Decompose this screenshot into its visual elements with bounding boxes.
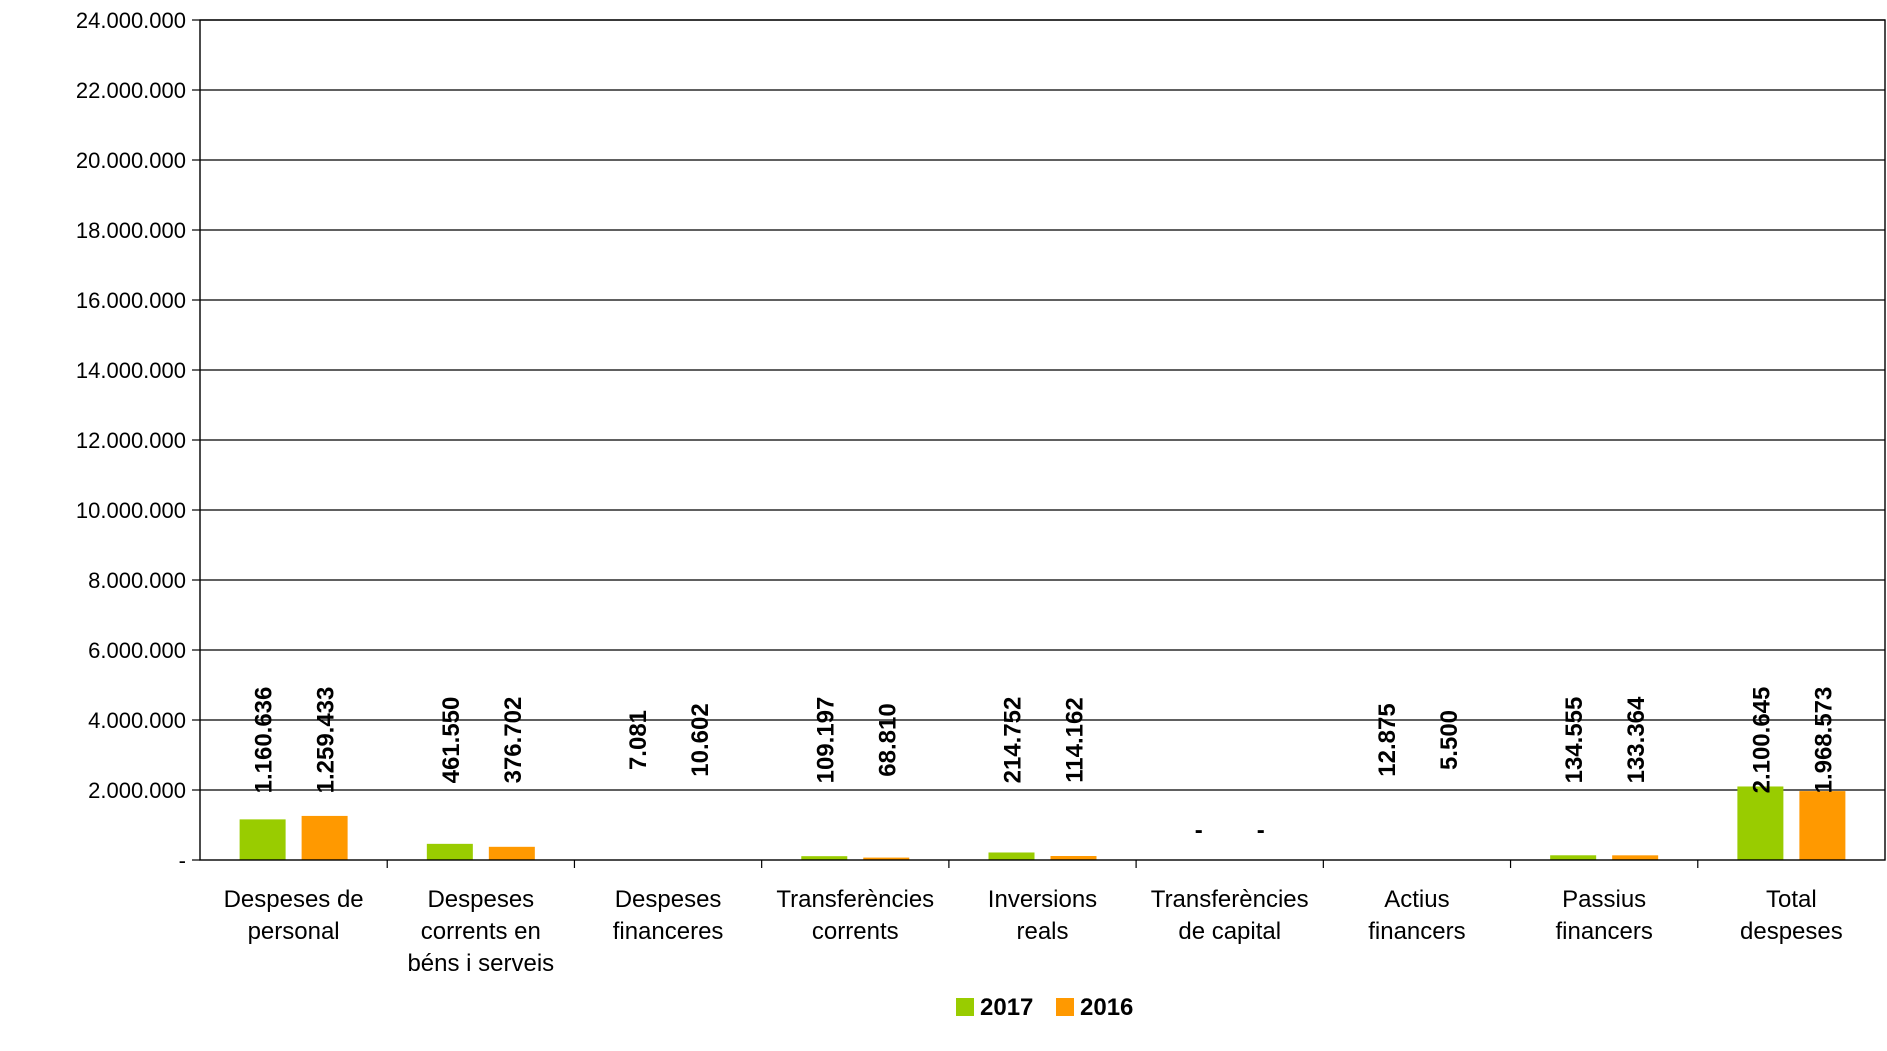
x-category-label: Total despeses [1740, 886, 1843, 945]
y-tick-label: 4.000.000 [88, 708, 186, 733]
x-category-label-line: Despeses [615, 886, 722, 913]
x-category-label-line: despeses [1740, 918, 1843, 945]
bar-2017 [989, 852, 1035, 860]
legend-label-2016: 2016 [1080, 994, 1133, 1021]
data-label-2016: 133.364 [1623, 696, 1650, 783]
x-category-label: Transferències de capital [1151, 886, 1309, 945]
y-tick-label: 8.000.000 [88, 568, 186, 593]
bars [240, 786, 1846, 860]
legend-swatch-2017 [956, 998, 974, 1016]
x-category-label: Despeses de personal [224, 886, 364, 945]
data-label-2017: 12.875 [1374, 703, 1401, 776]
x-category-label-line: financers [1555, 918, 1652, 945]
y-tick-label: 24.000.000 [76, 8, 186, 33]
legend: 2017 2016 [956, 994, 1133, 1021]
x-category-label-line: Actius [1384, 886, 1449, 913]
data-label-2017: 1.160.636 [251, 687, 278, 794]
data-label-2016: 114.162 [1062, 697, 1089, 782]
bar-2017 [1737, 786, 1783, 860]
x-axis-categories: Despeses de personal Despeses corrents en bé… [224, 886, 1843, 977]
x-category-label-line: Transferències [1151, 886, 1309, 913]
y-tick-label: 10.000.000 [76, 498, 186, 523]
y-tick-label: 12.000.000 [76, 428, 186, 453]
y-tick-label: 6.000.000 [88, 638, 186, 663]
data-label-2016: 376.702 [500, 697, 527, 784]
data-label-2016: 1.968.573 [1810, 687, 1837, 794]
x-category-label-line: reals [1016, 918, 1068, 945]
x-category-label-line: béns i serveis [407, 950, 554, 977]
x-category-label: Transferències corrents [776, 886, 934, 945]
y-tick-label: 2.000.000 [88, 778, 186, 803]
x-category-label-line: financers [1368, 918, 1465, 945]
gridlines [200, 20, 1885, 790]
data-label-2016: 5.500 [1436, 710, 1463, 770]
bar-2017 [427, 844, 473, 860]
x-category-label: Actius financers [1368, 886, 1465, 945]
legend-swatch-2016 [1056, 998, 1074, 1016]
x-category-label-line: Transferències [776, 886, 934, 913]
data-label-2017: 214.752 [1000, 697, 1027, 784]
bar-2016 [1612, 855, 1658, 860]
data-label-2017: 7.081 [625, 710, 652, 770]
x-category-label-line: personal [248, 918, 340, 945]
y-tick-label: 22.000.000 [76, 78, 186, 103]
data-label-2017: 461.550 [438, 697, 465, 784]
data-label-2017: 109.197 [812, 697, 839, 784]
bar-2016 [302, 816, 348, 860]
x-category-label-line: de capital [1178, 918, 1281, 945]
y-tick-label: 20.000.000 [76, 148, 186, 173]
data-label-2016: - [1257, 817, 1265, 844]
data-label-2017: 134.555 [1561, 697, 1588, 784]
x-category-label: Despeses financeres [613, 886, 724, 945]
legend-label-2017: 2017 [980, 994, 1033, 1021]
bar-2016 [489, 847, 535, 860]
data-label-2017: - [1195, 817, 1203, 844]
x-category-label-line: Despeses de [224, 886, 364, 913]
y-tick-label: 16.000.000 [76, 288, 186, 313]
x-category-label: Despeses corrents en béns i serveis [407, 886, 554, 977]
data-label-2016: 1.259.433 [313, 687, 340, 794]
x-category-label-line: Total [1766, 886, 1817, 913]
x-category-label-line: corrents en [421, 918, 541, 945]
x-category-label-line: Passius [1562, 886, 1646, 913]
x-category-label: Inversions reals [988, 886, 1097, 945]
x-category-label: Passius financers [1555, 886, 1652, 945]
x-category-label-line: Despeses [427, 886, 534, 913]
data-label-2017: 2.100.645 [1748, 687, 1775, 794]
y-tick-label: 14.000.000 [76, 358, 186, 383]
x-category-label-line: corrents [812, 918, 899, 945]
x-category-label-line: Inversions [988, 886, 1097, 913]
bar-2017 [240, 819, 286, 860]
y-tick-label: 18.000.000 [76, 218, 186, 243]
bar-2017 [1550, 855, 1596, 860]
data-labels: 1.160.636 1.259.433 461.550 376.702 7.081 10.… [251, 687, 1838, 844]
data-label-2016: 10.602 [687, 703, 714, 776]
y-tick-label: - [179, 848, 186, 873]
bar-2016 [1799, 791, 1845, 860]
x-category-label-line: financeres [613, 918, 724, 945]
data-label-2016: 68.810 [874, 703, 901, 776]
